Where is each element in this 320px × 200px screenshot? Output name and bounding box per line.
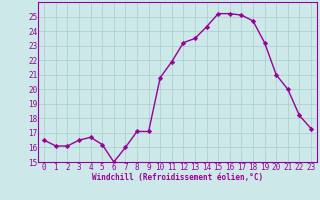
X-axis label: Windchill (Refroidissement éolien,°C): Windchill (Refroidissement éolien,°C) [92, 173, 263, 182]
